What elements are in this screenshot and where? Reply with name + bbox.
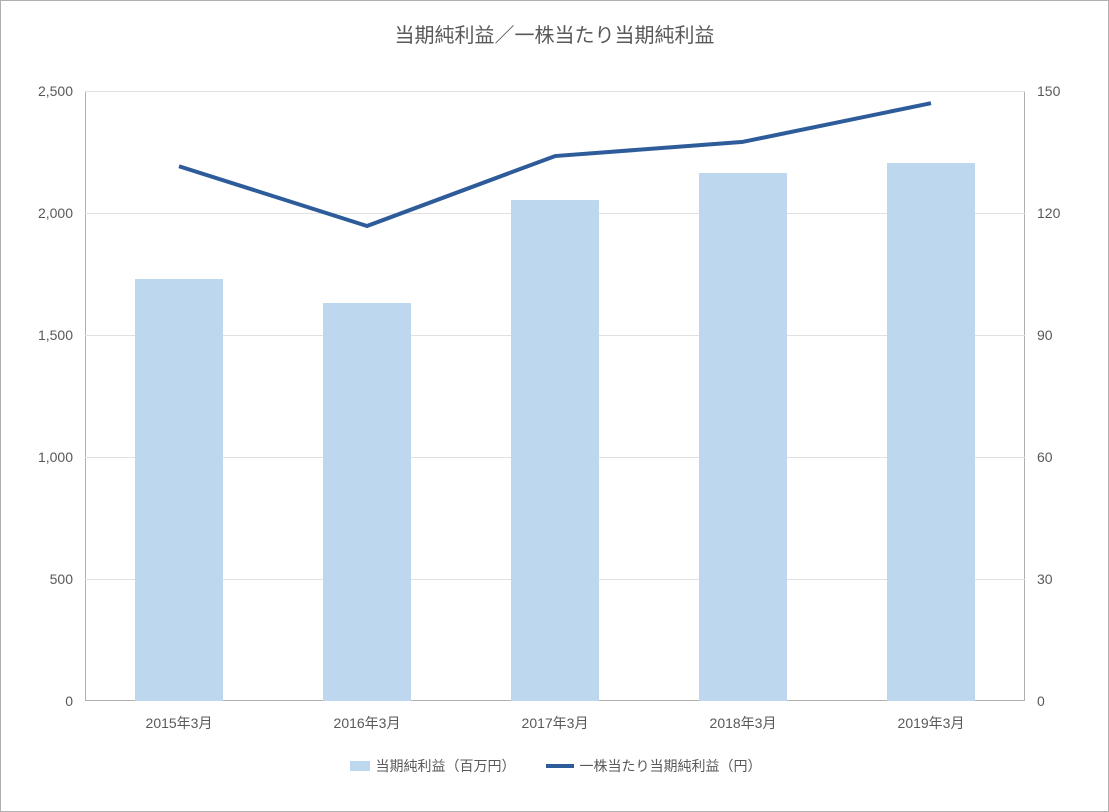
legend-item-line: 一株当たり当期純利益（円） <box>546 756 762 776</box>
x-axis-tick: 2016年3月 <box>334 713 401 733</box>
bar <box>135 279 223 701</box>
legend: 当期純利益（百万円） 一株当たり当期純利益（円） <box>1 756 1109 776</box>
bar <box>323 303 411 701</box>
y-axis-right-tick: 150 <box>1037 83 1060 99</box>
legend-item-bar: 当期純利益（百万円） <box>350 756 516 776</box>
y-axis-right-tick: 0 <box>1037 693 1045 709</box>
plot-wrap: 0 0 500 30 1,000 60 1,500 90 2,000 120 2,500 150 201… <box>1 51 1109 741</box>
x-axis-tick: 2017年3月 <box>522 713 589 733</box>
x-axis-tick: 2019年3月 <box>898 713 965 733</box>
x-axis-tick: 2018年3月 <box>710 713 777 733</box>
y-axis-left-tick: 0 <box>1 693 73 709</box>
legend-swatch-bar-icon <box>350 761 370 771</box>
gridline <box>85 91 1025 92</box>
y-axis-left-tick: 2,000 <box>1 205 73 221</box>
bar <box>699 173 787 701</box>
y-axis-right-tick: 120 <box>1037 205 1060 221</box>
chart-title: 当期純利益／一株当たり当期純利益 <box>1 1 1108 51</box>
y-axis-left-tick: 500 <box>1 571 73 587</box>
y-axis-right-tick: 60 <box>1037 449 1053 465</box>
legend-swatch-line-icon <box>546 764 574 768</box>
y-axis-left-tick: 2,500 <box>1 83 73 99</box>
legend-label-bar: 当期純利益（百万円） <box>376 756 516 776</box>
bar <box>887 163 975 701</box>
legend-label-line: 一株当たり当期純利益（円） <box>580 756 762 776</box>
y-axis-left-tick: 1,500 <box>1 327 73 343</box>
chart-container: 当期純利益／一株当たり当期純利益 0 0 500 30 1,000 60 1,500 90 2,… <box>0 0 1109 812</box>
y-axis-right-tick: 90 <box>1037 327 1053 343</box>
y-axis-right-tick: 30 <box>1037 571 1053 587</box>
bar <box>511 200 599 701</box>
x-axis-tick: 2015年3月 <box>146 713 213 733</box>
y-axis-left-tick: 1,000 <box>1 449 73 465</box>
